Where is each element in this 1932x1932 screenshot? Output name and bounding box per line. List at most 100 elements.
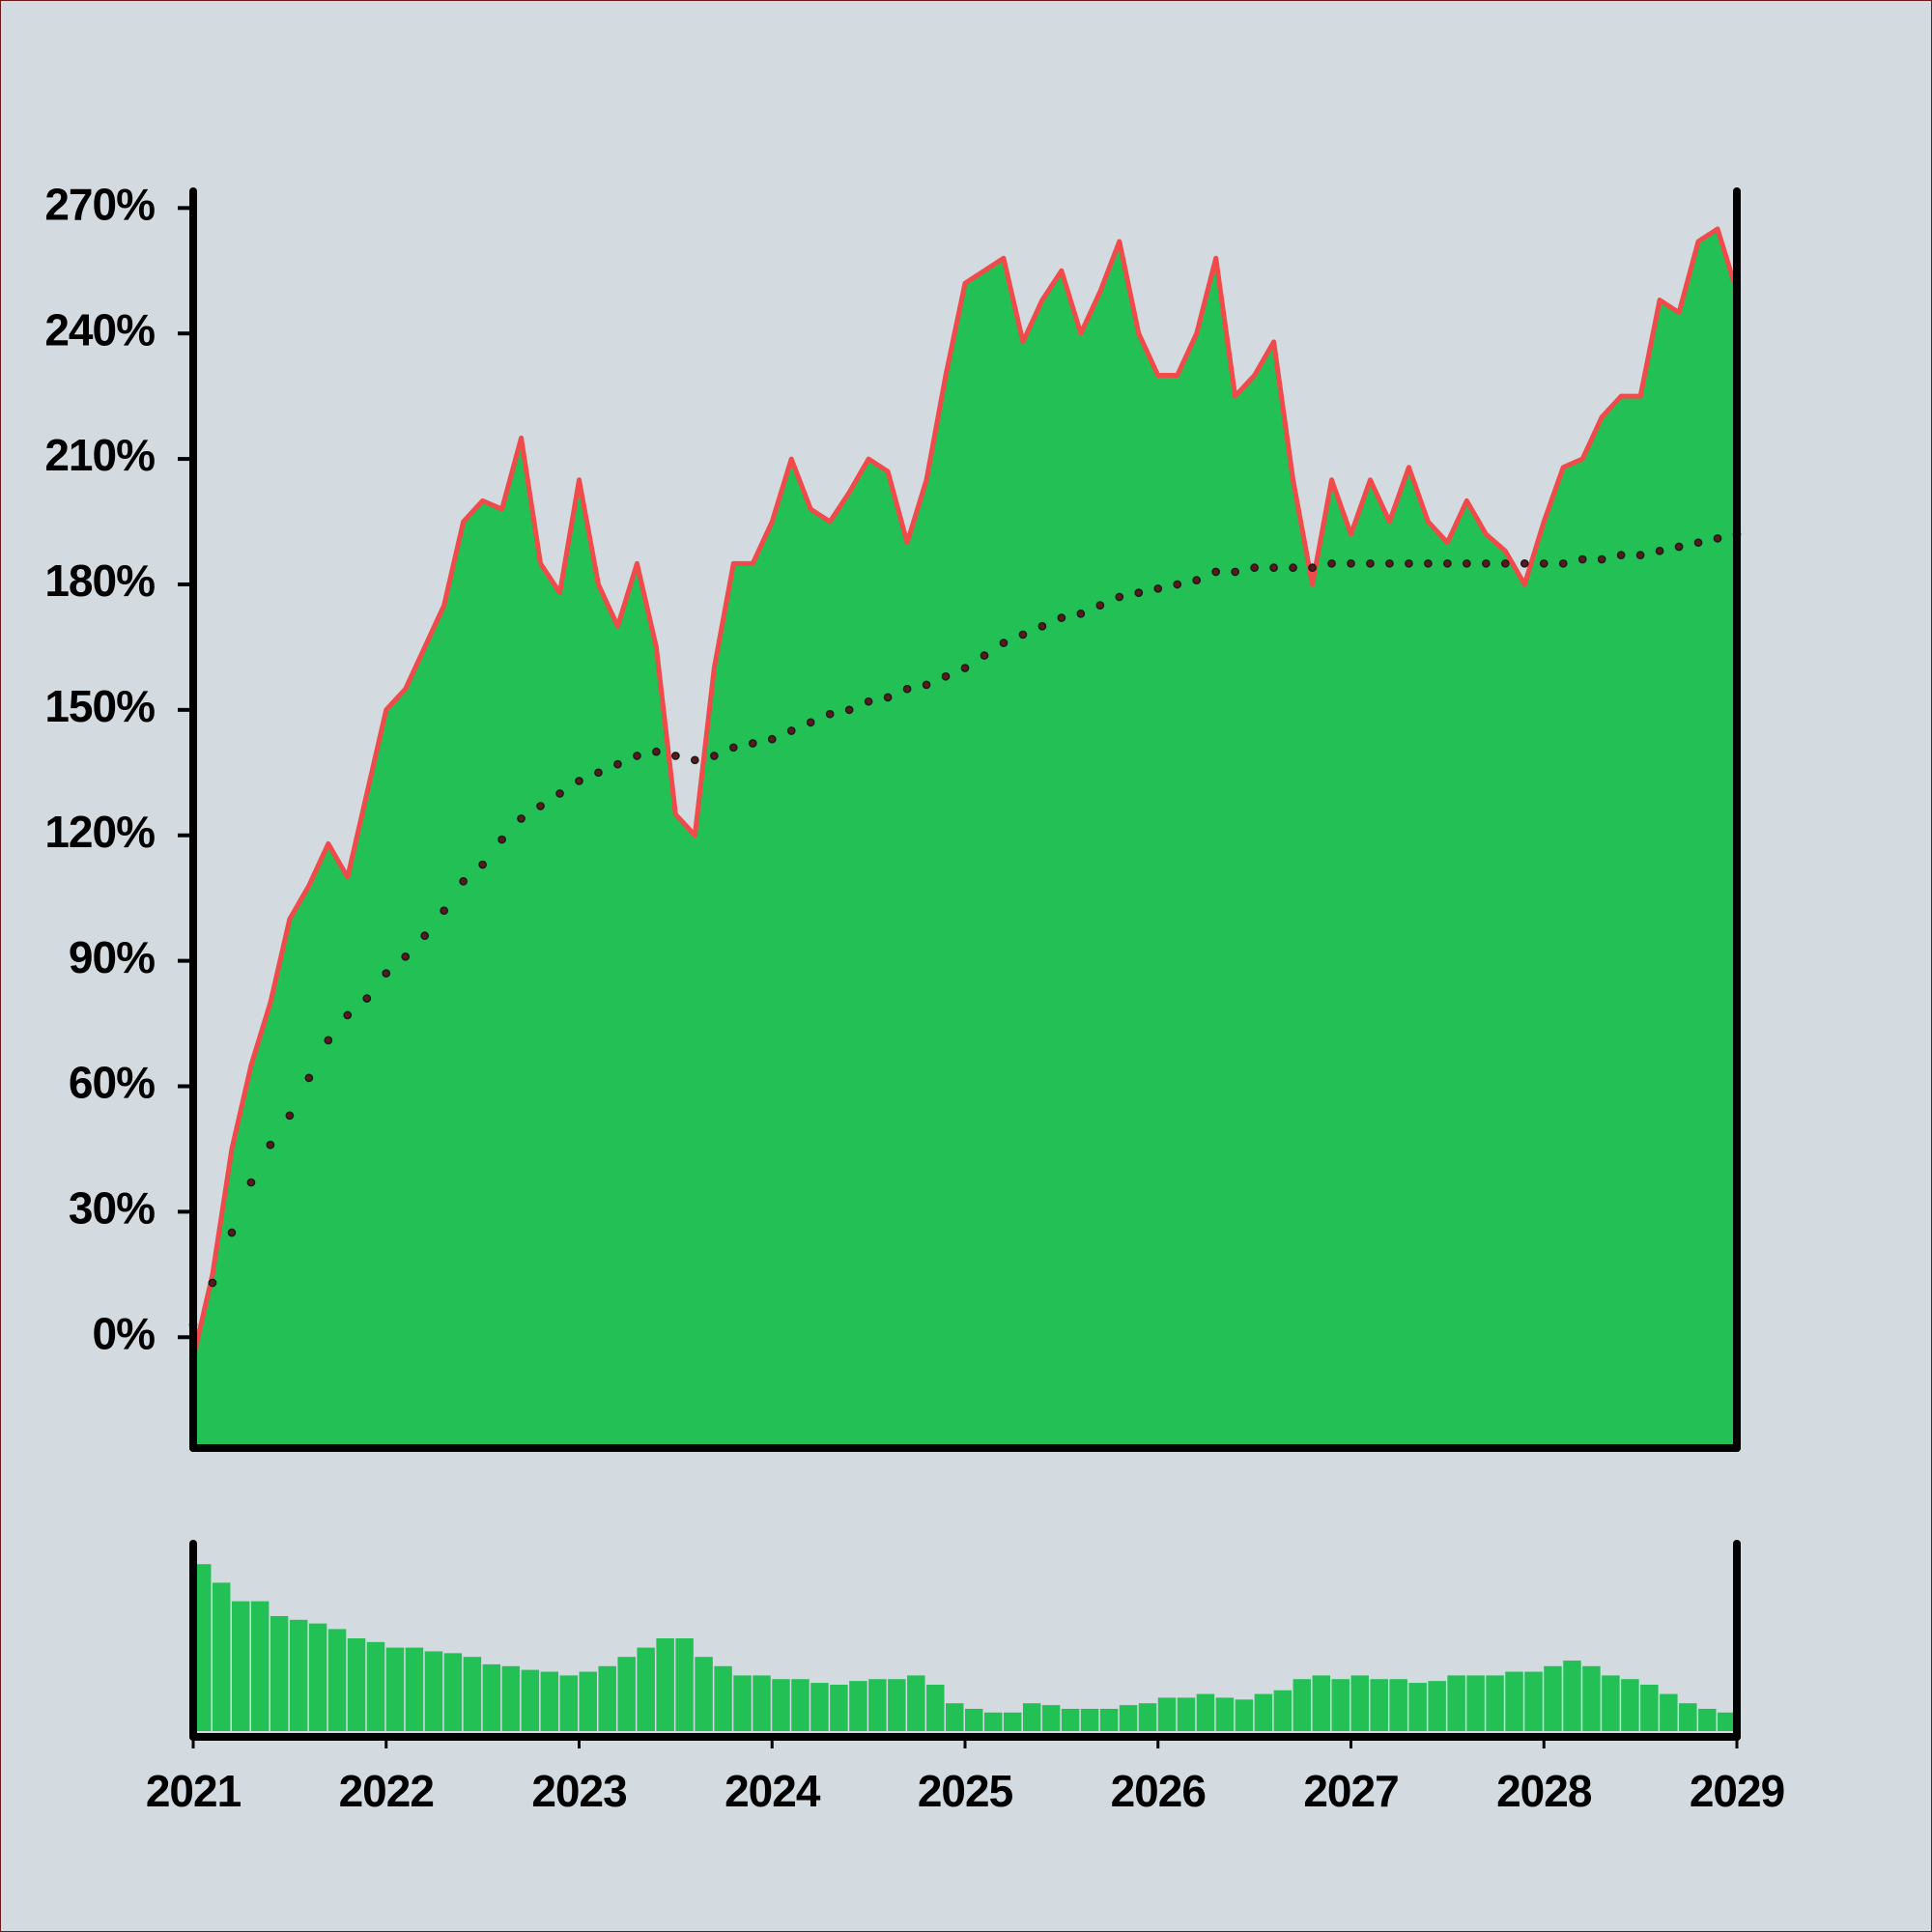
bar	[231, 1601, 250, 1731]
bar	[926, 1685, 945, 1731]
bar	[482, 1663, 501, 1731]
bar	[1621, 1679, 1639, 1731]
dot	[1134, 588, 1144, 597]
bar	[1408, 1683, 1427, 1731]
dot	[246, 1178, 256, 1187]
dot	[343, 1010, 353, 1020]
dot	[285, 1111, 295, 1121]
line	[190, 226, 1740, 1359]
bar	[1080, 1708, 1099, 1731]
dot	[1558, 558, 1568, 568]
dot	[1577, 554, 1587, 564]
dot	[1463, 558, 1471, 568]
bar	[424, 1651, 443, 1731]
bar	[617, 1657, 636, 1731]
dot	[324, 1036, 333, 1045]
bar	[1177, 1697, 1196, 1731]
bar	[1486, 1675, 1504, 1731]
bar	[1138, 1703, 1157, 1731]
dot	[728, 743, 738, 753]
bar	[463, 1657, 482, 1731]
bar	[675, 1638, 694, 1731]
dot	[883, 693, 893, 702]
dot	[594, 768, 603, 778]
dot	[691, 755, 699, 765]
bar	[1679, 1703, 1697, 1731]
bar	[1660, 1693, 1678, 1731]
dot	[922, 680, 931, 690]
dot	[1405, 558, 1413, 568]
bar	[289, 1619, 308, 1731]
dot	[1635, 551, 1645, 560]
bar	[1428, 1681, 1446, 1731]
dot	[1481, 558, 1491, 568]
dot	[555, 789, 564, 798]
bar	[1602, 1675, 1620, 1731]
dot	[960, 664, 970, 672]
bar	[1254, 1693, 1273, 1731]
bar	[1389, 1679, 1407, 1731]
dot	[208, 1278, 217, 1288]
bar	[965, 1708, 983, 1731]
bar	[1563, 1661, 1581, 1731]
bar	[270, 1615, 289, 1731]
bar	[1157, 1697, 1177, 1731]
bar	[540, 1671, 559, 1731]
dot	[1057, 613, 1066, 622]
bar	[405, 1647, 424, 1731]
dot	[362, 994, 372, 1003]
bar	[753, 1675, 771, 1731]
bar	[733, 1675, 752, 1731]
bar	[1698, 1708, 1717, 1731]
bar	[1350, 1675, 1369, 1731]
y-tick-label: 120%	[44, 807, 155, 857]
bar	[385, 1647, 405, 1731]
dot	[864, 696, 873, 706]
x-tick-label: 2025	[918, 1766, 1013, 1816]
bar	[1582, 1665, 1601, 1731]
bar	[772, 1679, 790, 1731]
bar	[1331, 1679, 1350, 1731]
dot	[767, 734, 777, 744]
dot	[536, 802, 545, 810]
bar	[250, 1601, 270, 1731]
dot	[1289, 563, 1297, 573]
dot	[1095, 601, 1105, 610]
dot	[440, 906, 449, 916]
dot	[1308, 563, 1317, 573]
bar	[1505, 1671, 1523, 1731]
y-tick-label: 150%	[44, 681, 155, 731]
bar	[1312, 1675, 1331, 1731]
x-tick-label: 2022	[339, 1766, 434, 1816]
bar	[868, 1679, 887, 1731]
bar	[1447, 1675, 1465, 1731]
dot	[478, 860, 487, 869]
dot	[902, 684, 912, 694]
dot	[786, 726, 796, 735]
dot	[266, 1140, 275, 1150]
bar	[1370, 1679, 1388, 1731]
dot	[1366, 558, 1375, 568]
dot	[1153, 583, 1163, 593]
dot	[1037, 621, 1047, 631]
dot	[1018, 630, 1028, 639]
x-tick-label: 2029	[1690, 1766, 1784, 1816]
dot	[1655, 546, 1664, 555]
bar	[1235, 1699, 1254, 1731]
y-tick-label: 90%	[69, 932, 155, 982]
dot	[575, 777, 583, 785]
bar	[946, 1703, 964, 1731]
dot	[1443, 558, 1452, 568]
bar	[1196, 1693, 1215, 1731]
bar	[347, 1638, 366, 1731]
dot	[1269, 563, 1278, 573]
dot	[999, 639, 1009, 647]
y-tick-label: 60%	[69, 1058, 155, 1108]
bar	[1099, 1708, 1119, 1731]
bar	[598, 1665, 616, 1731]
dot	[1520, 558, 1529, 568]
bar	[212, 1582, 231, 1731]
bar	[559, 1675, 578, 1731]
